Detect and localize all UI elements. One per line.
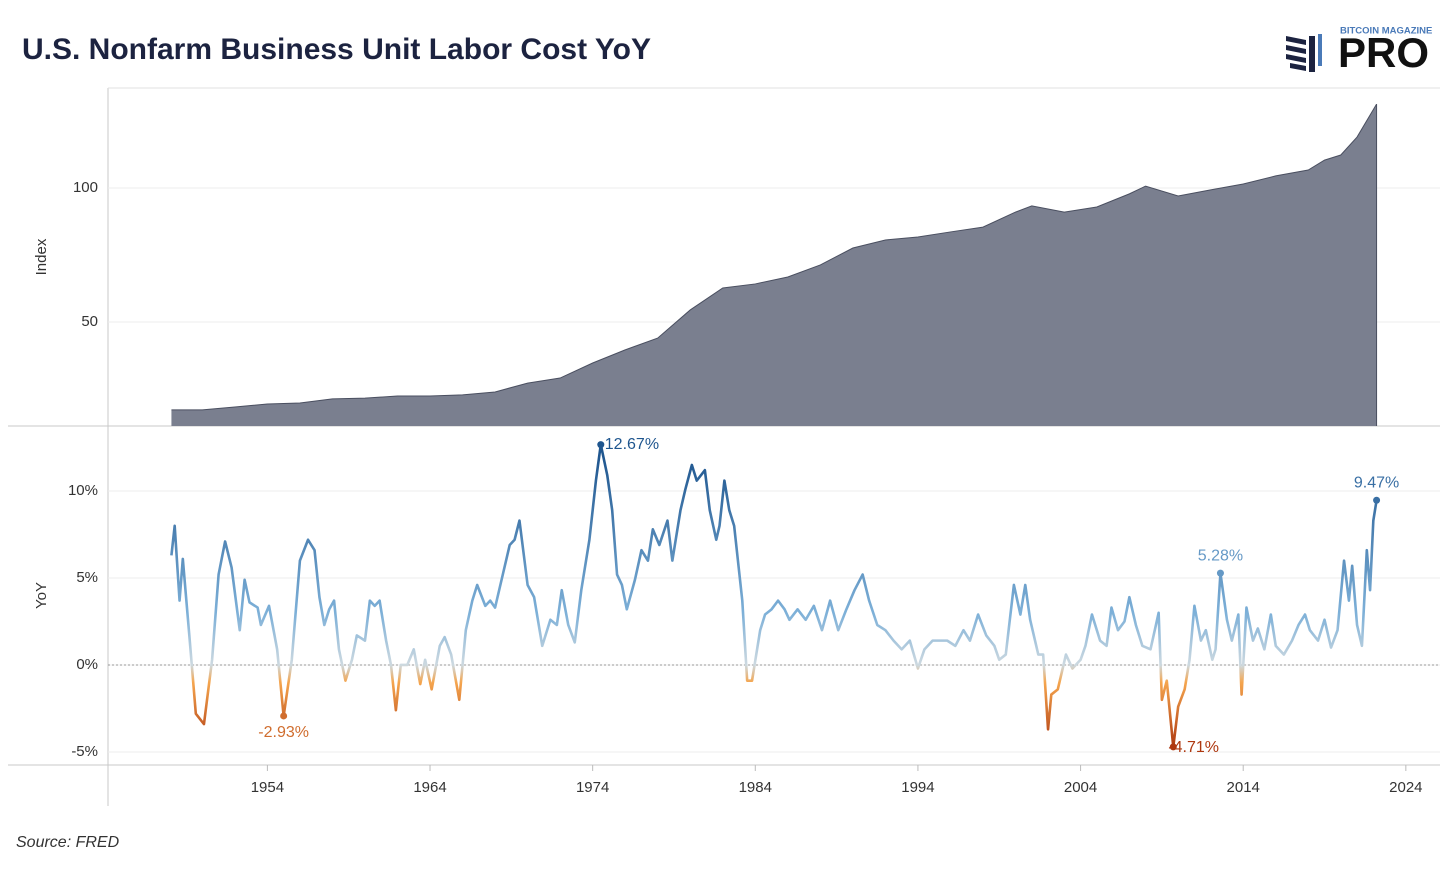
point-marker <box>280 712 288 720</box>
point-marker <box>1169 743 1177 751</box>
point-marker <box>1373 496 1381 504</box>
x-tick-label: 2014 <box>1227 779 1260 796</box>
x-tick-label: 1984 <box>739 779 772 796</box>
logo-bar <box>1286 45 1306 54</box>
area-edge <box>171 103 1378 411</box>
logo-main: PRO <box>1338 29 1429 76</box>
x-tick-label: 2024 <box>1389 779 1422 796</box>
data-label: 5.28% <box>1198 547 1243 564</box>
point-marker <box>1216 569 1224 577</box>
area <box>171 104 1377 427</box>
x-tick-label: 1974 <box>576 779 609 796</box>
chart-title: U.S. Nonfarm Business Unit Labor Cost Yo… <box>22 33 651 66</box>
y-tick-label: -5% <box>71 743 98 760</box>
data-label: 12.67% <box>605 436 659 453</box>
x-tick-label: 1994 <box>901 779 934 796</box>
logo-bar <box>1318 34 1322 66</box>
data-label: -4.71% <box>1168 739 1219 756</box>
logo-icon <box>1286 34 1322 72</box>
y-tick-label: 0% <box>76 656 98 673</box>
x-tick-label: 2004 <box>1064 779 1097 796</box>
source: Source: FRED <box>16 834 120 851</box>
data-label: 9.47% <box>1354 474 1399 491</box>
y-tick-label: 10% <box>68 482 98 499</box>
x-tick-label: 1954 <box>251 779 284 796</box>
y-tick-label: 50 <box>81 313 98 330</box>
point-marker <box>597 441 605 449</box>
y-axis-label: Index <box>33 238 50 275</box>
y-tick-label: 5% <box>76 569 98 586</box>
x-tick-label: 1964 <box>413 779 446 796</box>
y-axis-label: YoY <box>33 582 50 609</box>
logo-bar <box>1286 36 1306 45</box>
logo: BITCOIN MAGAZINE PRO <box>1286 26 1432 76</box>
logo-top: BITCOIN MAGAZINE <box>1340 26 1432 37</box>
logo-bar <box>1286 54 1306 63</box>
data-label: -2.93% <box>258 724 309 741</box>
logo-bar <box>1290 63 1306 71</box>
logo-bar <box>1309 36 1315 72</box>
line <box>170 443 1378 749</box>
y-tick-label: 100 <box>73 179 98 196</box>
